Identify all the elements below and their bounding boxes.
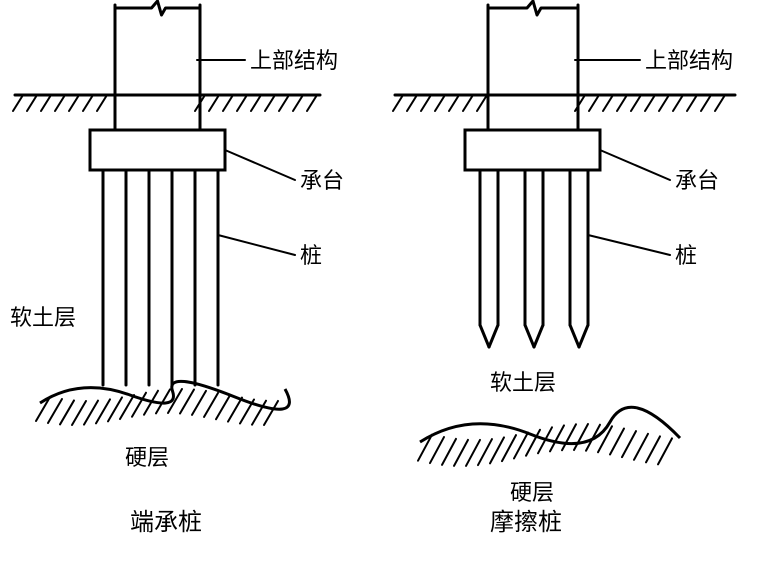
label-cap-left: 承台: [300, 168, 344, 193]
label-pile-right: 桩: [675, 243, 697, 268]
title-right: 摩擦桩: [490, 509, 562, 536]
label-hard-left: 硬层: [125, 445, 169, 470]
cap-right: [465, 130, 600, 170]
label-soft-right: 软土层: [490, 370, 556, 395]
label-soft-left: 软土层: [10, 305, 76, 330]
title-left: 端承桩: [130, 509, 202, 536]
label-upper-left: 上部结构: [250, 48, 338, 73]
label-pile-left: 桩: [300, 243, 322, 268]
label-cap-right: 承台: [675, 168, 719, 193]
label-upper-right: 上部结构: [645, 48, 733, 73]
label-hard-right: 硬层: [510, 480, 554, 505]
cap-left: [90, 130, 225, 170]
